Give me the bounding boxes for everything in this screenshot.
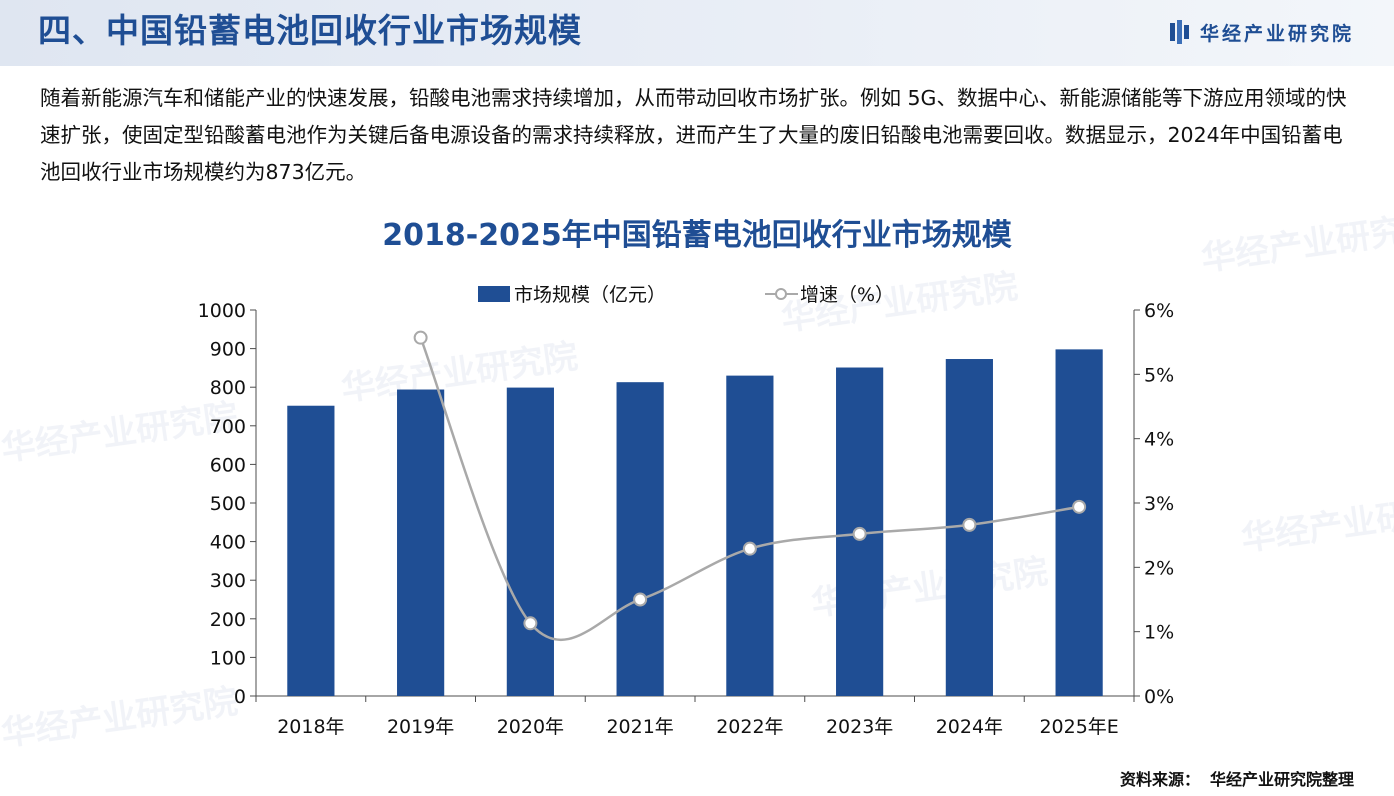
growth-point [1072,499,1087,514]
y-right-tick-label: 6% [1144,300,1174,322]
y-right-tick-label: 0% [1144,686,1174,708]
growth-point [413,330,428,345]
y-left-tick-label: 700 [210,416,246,438]
source-value: 华经产业研究院整理 [1209,770,1354,789]
growth-point [852,526,867,541]
chart-area: 2018-2025年中国铅蓄电池回收行业市场规模 市场规模（亿元） 增速（%） … [0,200,1394,760]
y-left-tick-label: 100 [210,647,246,669]
source-label: 资料来源： [1119,770,1200,789]
y-left-tick-label: 400 [210,532,246,554]
y-left-tick-label: 500 [210,493,246,515]
y-right-tick-label: 4% [1144,429,1174,451]
page-title: 四、中国铅蓄电池回收行业市场规模 [38,11,582,50]
legend-line-marker [775,288,787,300]
bar [287,405,335,696]
y-right-tick-label: 1% [1144,622,1174,644]
x-tick-label: 2019年 [387,716,454,738]
axes: 0 100 200 300 400 500 600 700 800 900 1000 0% 1% 2% 3%… [198,300,1175,738]
intro-paragraph: 随着新能源汽车和储能产业的快速发展，铅酸电池需求持续增加，从而带动回收市场扩张。… [40,86,1347,184]
header-bar: 四、中国铅蓄电池回收行业市场规模 华经产业研究院 [0,0,1394,66]
x-tick-label: 2018年 [277,716,344,738]
legend-bar-swatch [478,286,510,302]
growth-line-series [413,330,1087,641]
growth-point [633,592,648,607]
brand-name: 华经产业研究院 [1199,22,1354,45]
y-left-tick-label: 0 [234,686,246,708]
growth-point [742,541,757,556]
x-tick-label: 2020年 [497,716,564,738]
y-right-tick-label: 2% [1144,557,1174,579]
legend: 市场规模（亿元） 增速（%） [478,284,894,306]
x-tick-label: 2024年 [936,716,1003,738]
legend-bar-label: 市场规模（亿元） [514,284,666,306]
y-right-tick-label: 3% [1144,493,1174,515]
bar [397,389,445,696]
bar [726,375,774,696]
x-tick-label: 2022年 [716,716,783,738]
y-left-tick-label: 1000 [198,300,246,322]
bar [616,382,664,696]
bar [1055,349,1103,696]
growth-point [962,517,977,532]
growth-point [523,616,538,631]
y-right-tick-label: 5% [1144,364,1174,386]
y-left-tick-label: 300 [210,570,246,592]
legend-line-label: 增速（%） [800,284,894,306]
brand-logo-icon [1169,20,1189,44]
x-tick-label: 2021年 [606,716,673,738]
x-tick-label: 2023年 [826,716,893,738]
y-left-tick-label: 800 [210,377,246,399]
bar [506,387,554,696]
y-left-tick-label: 600 [210,454,246,476]
chart-title: 2018-2025年中国铅蓄电池回收行业市场规模 [382,218,1011,253]
x-tick-label: 2025年E [1039,716,1118,738]
source-note: 资料来源： 华经产业研究院整理 [1120,766,1354,790]
y-left-tick-label: 900 [210,339,246,361]
y-left-tick-label: 200 [210,609,246,631]
market-size-chart: 2018-2025年中国铅蓄电池回收行业市场规模 市场规模（亿元） 增速（%） … [198,218,1175,738]
brand: 华经产业研究院 [1169,18,1354,46]
